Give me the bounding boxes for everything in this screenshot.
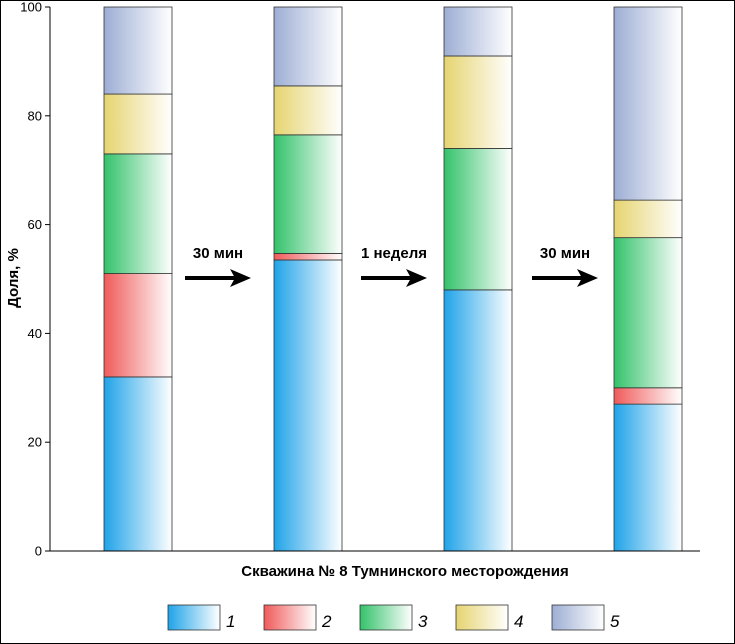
bar-segment-3-series-3 bbox=[443, 148, 513, 291]
bar-segment-4-series-3 bbox=[613, 237, 683, 389]
bar-segment-4-series-1 bbox=[613, 403, 683, 552]
bar-segment-2-series-4 bbox=[273, 85, 343, 136]
legend-label-2: 2 bbox=[321, 612, 332, 631]
transition-arrow-2: 1 неделя bbox=[361, 245, 427, 287]
bar-segment-2-series-2 bbox=[273, 253, 343, 261]
bar-segment-4-series-4 bbox=[613, 199, 683, 239]
bar-segment-2-series-3 bbox=[273, 134, 343, 254]
legend-label-1: 1 bbox=[226, 612, 235, 631]
transition-arrow-1: 30 мин bbox=[185, 245, 251, 287]
legend-swatch-2 bbox=[263, 604, 317, 631]
y-tick-label: 0 bbox=[35, 544, 42, 559]
legend-swatch-5 bbox=[551, 604, 605, 631]
y-tick-label: 20 bbox=[28, 435, 42, 450]
y-tick-label: 40 bbox=[28, 326, 42, 341]
bar-segment-2-series-5 bbox=[273, 6, 343, 87]
transition-label-1: 30 мин bbox=[193, 245, 243, 262]
legend-swatch-4 bbox=[455, 604, 509, 631]
legend-swatch-3 bbox=[359, 604, 413, 631]
bar-segment-1-series-5 bbox=[103, 6, 173, 95]
x-axis-label: Скважина № 8 Тумнинского месторождения bbox=[241, 563, 568, 580]
legend-item-2: 2 bbox=[263, 604, 332, 631]
bar-segment-3-series-4 bbox=[443, 55, 513, 149]
bar-segment-1-series-2 bbox=[103, 273, 173, 378]
transition-label-2: 1 неделя bbox=[361, 245, 427, 262]
legend-item-5: 5 bbox=[551, 604, 620, 631]
y-tick-label: 80 bbox=[28, 108, 42, 123]
bar-segment-4-series-5 bbox=[613, 6, 683, 201]
bar-segment-3-series-1 bbox=[443, 289, 513, 552]
bar-segment-4-series-2 bbox=[613, 387, 683, 405]
y-tick-label: 100 bbox=[20, 0, 42, 15]
transition-label-3: 30 мин bbox=[540, 245, 590, 262]
legend-item-1: 1 bbox=[167, 604, 235, 631]
legend-label-4: 4 bbox=[514, 612, 523, 631]
transition-arrow-3: 30 мин bbox=[532, 245, 598, 287]
legend-label-5: 5 bbox=[610, 612, 620, 631]
legend-swatch-1 bbox=[167, 604, 221, 631]
bar-segment-1-series-1 bbox=[103, 376, 173, 552]
y-tick-label: 60 bbox=[28, 217, 42, 232]
y-axis-label: Доля, % bbox=[5, 248, 22, 308]
bar-segment-3-series-5 bbox=[443, 6, 513, 57]
legend-label-3: 3 bbox=[418, 612, 428, 631]
bar-segment-2-series-1 bbox=[273, 259, 343, 552]
bar-segment-1-series-3 bbox=[103, 153, 173, 274]
bar-segment-1-series-4 bbox=[103, 93, 173, 155]
legend-item-3: 3 bbox=[359, 604, 428, 631]
legend-item-4: 4 bbox=[455, 604, 523, 631]
